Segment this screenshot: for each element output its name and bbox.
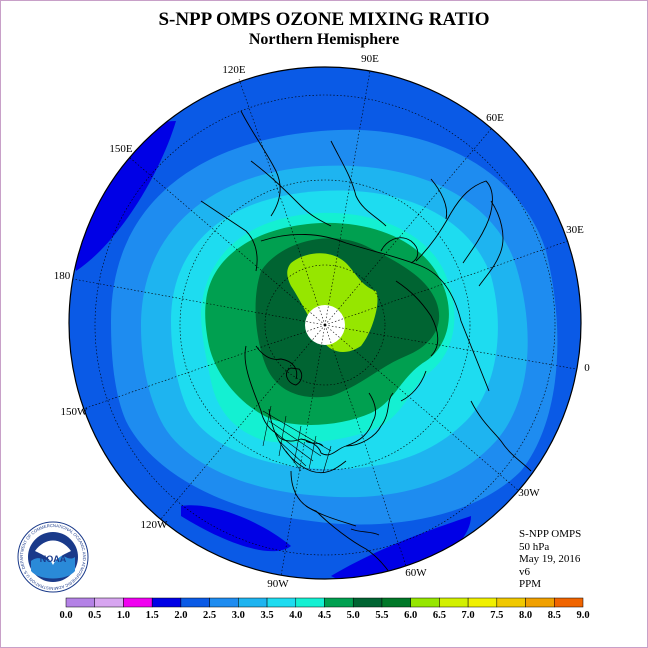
colorbar-cell <box>439 597 469 608</box>
meridian-line <box>324 324 407 567</box>
longitude-label: 0 <box>584 362 590 374</box>
colorbar-cell <box>554 597 584 608</box>
longitude-label: 30W <box>518 487 540 499</box>
ozone-band-6.0 <box>287 253 378 353</box>
meridian-line <box>160 324 326 520</box>
noaa-logo: NOAA NATIONAL OCEANIC AND ATMOSPHERIC AD… <box>17 521 89 593</box>
map-subtitle: Northern Hemisphere <box>248 31 400 48</box>
colorbar-tick-label: 6.0 <box>404 610 417 621</box>
colorbar-tick-label: 7.0 <box>462 610 475 621</box>
colorbar-cell <box>467 597 498 608</box>
colorbar-tick-label: 8.5 <box>548 610 561 621</box>
colorbar-cell <box>266 597 297 608</box>
longitude-labels: 90E 60E 30E 0 30W 60W 90W 120W 150W 180 150E 120E <box>54 53 591 590</box>
colorbar-cell <box>65 597 95 608</box>
pressure-level: 50 hPa <box>519 540 550 553</box>
longitude-label: 90E <box>361 53 379 65</box>
longitude-label: 180 <box>54 270 71 282</box>
meridian-line <box>82 324 326 410</box>
meridian-line <box>324 324 520 492</box>
colorbar-cell <box>410 597 440 608</box>
colorbar-tick-label: 3.0 <box>232 610 245 621</box>
colorbar-tick-label: 7.5 <box>490 610 503 621</box>
logo-text: NOAA <box>40 554 67 564</box>
colorbar-cell <box>525 597 555 608</box>
colorbar-cell <box>180 597 210 608</box>
ozone-band-2.0-bottom-left <box>181 505 291 552</box>
colorbar-tick-label: 5.5 <box>375 610 388 621</box>
meridian-line <box>238 78 326 326</box>
colorbar-tick-label: 6.5 <box>433 610 446 621</box>
colorbar-cell <box>324 597 354 608</box>
colorbar-cell <box>151 597 182 608</box>
colorbar-tick-label: 2.0 <box>174 610 187 621</box>
colorbar-tick-label: 0.5 <box>88 610 101 621</box>
colorbar-tick-label: 3.5 <box>260 610 273 621</box>
colorbar-tick-label: 0.0 <box>59 610 72 621</box>
colorbar-cell <box>381 597 411 608</box>
us-states-grid <box>262 405 332 474</box>
longitude-label: 120E <box>222 64 246 76</box>
colorbar-cell <box>238 597 268 608</box>
meridian-line <box>324 240 569 326</box>
meridian-line <box>324 324 577 370</box>
meridian-line <box>280 324 326 577</box>
longitude-label: 150W <box>61 406 89 418</box>
colorbar-tick-label: 4.0 <box>289 610 302 621</box>
colorbar-tick-label: 2.5 <box>203 610 216 621</box>
info-block: S-NPP OMPS 50 hPa May 19, 2016 v6 PPM <box>519 528 581 591</box>
meridian-line <box>72 278 326 326</box>
ozone-band-2.0-south <box>331 516 471 579</box>
colorbar-cell <box>94 597 124 608</box>
colorbar-tick-label: 1.5 <box>146 610 159 621</box>
units-label: PPM <box>519 578 542 590</box>
colorbar-tick-label: 8.0 <box>519 610 532 621</box>
meridian-line <box>128 156 326 326</box>
meridian-line <box>324 128 492 326</box>
meridians <box>72 70 577 577</box>
date-label: May 19, 2016 <box>519 553 581 565</box>
map-title: S-NPP OMPS OZONE MIXING RATIO <box>158 9 490 30</box>
longitude-label: 60E <box>486 112 504 124</box>
longitude-label: 120W <box>141 519 169 531</box>
longitude-label: 90W <box>267 578 289 590</box>
ozone-band-2.0-west <box>71 121 176 271</box>
colorbar-cell <box>295 597 325 608</box>
instrument-label: S-NPP OMPS <box>519 528 582 540</box>
colorbar-cell <box>352 597 383 608</box>
colorbar-ticks: 0.0 0.5 1.0 1.5 2.0 2.5 3.0 3.5 4.0 4.5 5.0 5.5 6.0 6… <box>59 610 589 621</box>
colorbar-cell <box>209 597 239 608</box>
colorbar-tick-label: 9.0 <box>576 610 589 621</box>
graticule <box>94 94 556 556</box>
colorbar-cells <box>65 597 584 608</box>
version-label: v6 <box>519 565 530 578</box>
colorbar-cell <box>123 597 153 608</box>
meridian-line <box>324 70 371 326</box>
longitude-label: 60W <box>405 567 427 579</box>
colorbar-tick-label: 4.5 <box>318 610 331 621</box>
longitude-label: 30E <box>566 224 584 236</box>
colorbar-tick-label: 5.0 <box>347 610 360 621</box>
colorbar-cell <box>496 597 526 608</box>
longitude-label: 150E <box>109 143 133 155</box>
map-boundary <box>68 66 582 580</box>
colorbar-tick-label: 1.0 <box>117 610 130 621</box>
